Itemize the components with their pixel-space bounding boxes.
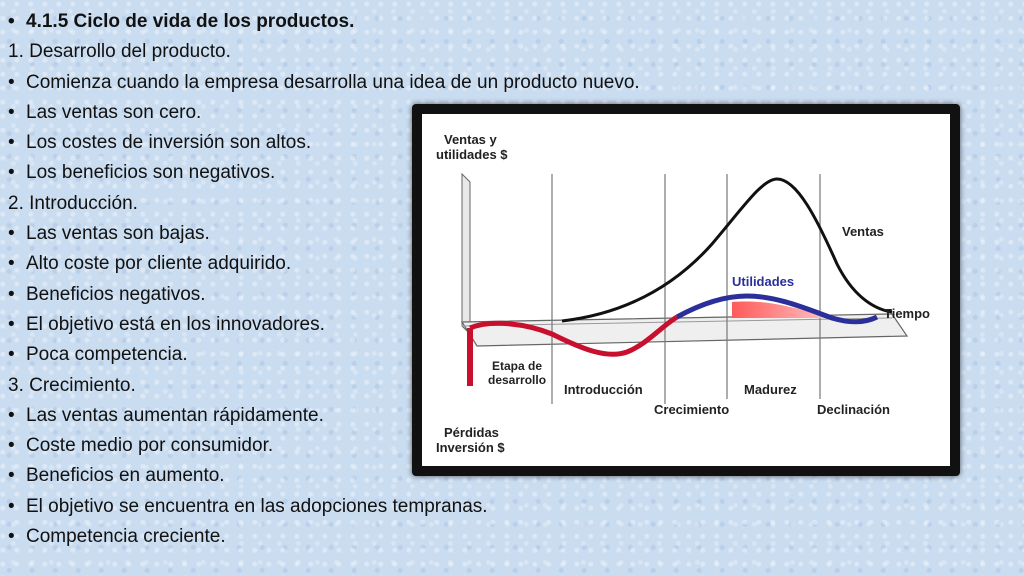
bullet-item: • El objetivo está en los innovadores. [8, 310, 640, 340]
product-life-cycle-figure: Ventas y utilidades $ Ventas Utilidades … [412, 104, 960, 476]
bullet-item: • Los costes de inversión son altos. [8, 128, 640, 158]
bullet-marker: • [8, 162, 15, 184]
bullet-item: • Los beneficios son negativos. [8, 158, 640, 188]
bullet-item: • Coste medio por consumidor. [8, 431, 640, 461]
bullet-text: Poca competencia. [26, 344, 188, 366]
bullet-item: • Comienza cuando la empresa desarrolla u… [8, 68, 640, 98]
bullet-text: 2. Introducción. [8, 192, 138, 214]
bullet-marker: • [8, 526, 15, 548]
stage-maturity: Madurez [744, 382, 797, 397]
bullet-item: • Las ventas son cero. [8, 98, 640, 128]
bullet-marker: • [8, 435, 15, 457]
bullet-list: • 4.1.5 Ciclo de vida de los productos. 1.… [8, 7, 640, 552]
sales-curve [561, 177, 893, 323]
bullet-marker: • [8, 132, 15, 154]
bullet-text: 1. Desarrollo del producto. [8, 41, 231, 63]
time-label: Tiempo [884, 306, 930, 321]
vertical-axis [461, 172, 471, 336]
bullet-text: Las ventas son bajas. [26, 223, 210, 245]
bullet-marker: • [8, 101, 15, 123]
bullet-text: Los beneficios son negativos. [26, 162, 276, 184]
bullet-item: 3. Crecimiento. [8, 371, 640, 401]
bullet-item: • Alto coste por cliente adquirido. [8, 249, 640, 279]
bullet-marker: • [8, 344, 15, 366]
stage-growth: Crecimiento [654, 402, 729, 417]
bullet-text: 4.1.5 Ciclo de vida de los productos. [26, 11, 355, 32]
bullet-text: Beneficios negativos. [26, 283, 206, 305]
profit-curve-loss [469, 314, 679, 357]
bullet-marker: • [8, 283, 15, 305]
bullet-text: Coste medio por consumidor. [26, 435, 274, 457]
bullet-text: Los costes de inversión son altos. [26, 132, 312, 154]
bullet-marker: • [8, 495, 15, 517]
y-axis-label-top: Ventas y utilidades $ [436, 132, 508, 162]
development-stage-label: Etapa de desarrollo [488, 359, 546, 387]
bullet-text: Comienza cuando la empresa desarrolla un… [26, 71, 640, 93]
bullet-marker: • [8, 404, 15, 426]
bullet-item: • El objetivo se encuentra en las adopcio… [8, 492, 640, 522]
bullet-marker: • [8, 11, 15, 32]
bullet-item: • Beneficios en aumento. [8, 461, 640, 491]
life-cycle-diagram: Ventas y utilidades $ Ventas Utilidades … [436, 132, 930, 455]
bullet-item: • Competencia creciente. [8, 522, 640, 552]
bullet-marker: • [8, 465, 15, 487]
figure-canvas: Ventas y utilidades $ Ventas Utilidades … [422, 114, 950, 466]
bullet-text: Alto coste por cliente adquirido. [26, 253, 292, 275]
sales-label: Ventas [842, 224, 884, 239]
y-axis-label-bottom: Pérdidas Inversión $ [436, 425, 505, 455]
bullet-marker: • [8, 71, 15, 93]
profit-curve-gain [675, 293, 879, 325]
bullet-text: Las ventas son cero. [26, 101, 202, 123]
bullet-item: 2. Introducción. [8, 189, 640, 219]
bullet-text: El objetivo está en los innovadores. [26, 313, 325, 335]
bullet-marker: • [8, 223, 15, 245]
profit-label: Utilidades [732, 274, 794, 289]
stage-introduction: Introducción [564, 382, 643, 397]
stage-decline: Declinación [817, 402, 890, 417]
bullet-text: Beneficios en aumento. [26, 465, 225, 487]
bullet-item: • Beneficios negativos. [8, 280, 640, 310]
bullet-item: • Las ventas son bajas. [8, 219, 640, 249]
bullet-item: 1. Desarrollo del producto. [8, 37, 640, 67]
bullet-text: Las ventas aumentan rápidamente. [26, 404, 324, 426]
bullet-marker: • [8, 313, 15, 335]
bullet-item: • Poca competencia. [8, 340, 640, 370]
bullet-text: El objetivo se encuentra en las adopcion… [26, 495, 488, 517]
bullet-marker: • [8, 253, 15, 275]
bullet-text: Competencia creciente. [26, 526, 226, 548]
bullet-item: • Las ventas aumentan rápidamente. [8, 401, 640, 431]
bullet-text: 3. Crecimiento. [8, 374, 136, 396]
bullet-item: • 4.1.5 Ciclo de vida de los productos. [8, 7, 640, 37]
